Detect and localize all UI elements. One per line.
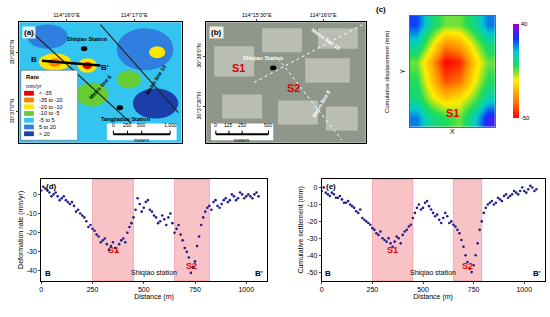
svg-text:500: 500: [264, 122, 273, 128]
svg-text:114°16'0"E: 114°16'0"E: [53, 12, 80, 18]
svg-text:Shiqiao station: Shiqiao station: [410, 269, 456, 277]
svg-text:(b): (b): [211, 28, 222, 37]
svg-text:114°17'0"E: 114°17'0"E: [121, 12, 148, 18]
svg-text:5 to 20: 5 to 20: [39, 124, 56, 130]
svg-text:S1: S1: [108, 245, 119, 255]
svg-text:114°16'0"E: 114°16'0"E: [310, 12, 337, 18]
svg-text:250: 250: [123, 122, 132, 128]
svg-text:S1: S1: [446, 107, 459, 119]
svg-text:-50: -50: [521, 115, 530, 121]
svg-text:(c): (c): [376, 5, 386, 14]
svg-text:> 20: > 20: [39, 131, 50, 137]
svg-text:30°37'0"N: 30°37'0"N: [9, 99, 15, 123]
svg-text:250: 250: [238, 122, 247, 128]
svg-text:< -35: < -35: [39, 90, 52, 96]
svg-text:B': B': [101, 63, 109, 72]
svg-text:1000: 1000: [516, 286, 532, 293]
svg-text:Deformation rate (mm/yr): Deformation rate (mm/yr): [17, 191, 25, 269]
svg-text:-5 to 5: -5 to 5: [39, 117, 55, 123]
svg-text:-50: -50: [307, 269, 317, 276]
svg-text:0: 0: [214, 122, 217, 128]
svg-text:-10: -10: [307, 201, 317, 208]
svg-text:Rate: Rate: [26, 74, 40, 80]
svg-text:Tangjiadun Station: Tangjiadun Station: [101, 116, 151, 122]
svg-text:Metro line 10: Metro line 10: [144, 64, 167, 96]
svg-text:Distance (m): Distance (m): [413, 293, 453, 301]
svg-text:750: 750: [189, 286, 201, 293]
svg-text:-10: -10: [27, 210, 37, 217]
svg-text:-20: -20: [27, 229, 37, 236]
svg-text:B: B: [31, 55, 37, 64]
svg-text:250: 250: [367, 286, 379, 293]
svg-text:Y: Y: [399, 69, 406, 74]
svg-text:B': B': [255, 269, 263, 278]
svg-text:Shiqiao Station: Shiqiao Station: [243, 55, 284, 61]
svg-text:30°37'30"N: 30°37'30"N: [196, 92, 202, 120]
svg-text:0: 0: [313, 184, 317, 191]
svg-text:S1: S1: [232, 62, 245, 74]
svg-text:Distance (m): Distance (m): [134, 293, 174, 301]
svg-text:500: 500: [417, 286, 429, 293]
svg-text:750: 750: [468, 286, 480, 293]
svg-text:1,000: 1,000: [164, 122, 177, 128]
svg-text:-20: -20: [307, 218, 317, 225]
svg-text:Cumulative displacement (mm): Cumulative displacement (mm): [384, 30, 390, 113]
svg-text:0: 0: [39, 286, 43, 293]
svg-text:-40: -40: [307, 252, 317, 259]
svg-text:0: 0: [112, 122, 115, 128]
svg-text:Metro line 10: Metro line 10: [310, 27, 341, 51]
svg-text:114°15'30"E: 114°15'30"E: [242, 12, 272, 18]
svg-text:125: 125: [224, 122, 233, 128]
svg-text:30°38'0"N: 30°38'0"N: [196, 43, 202, 67]
svg-text:1000: 1000: [238, 286, 254, 293]
svg-text:40: 40: [521, 21, 528, 27]
svg-text:mm/yr: mm/yr: [26, 83, 41, 89]
svg-text:X: X: [450, 128, 455, 135]
svg-text:S2: S2: [287, 82, 300, 94]
svg-text:S2: S2: [462, 261, 473, 271]
svg-text:(d): (d): [46, 182, 57, 191]
svg-text:-20 to -10: -20 to -10: [39, 104, 63, 110]
svg-text:(e): (e): [326, 182, 336, 191]
svg-text:Shiqiao station: Shiqiao station: [131, 269, 177, 277]
svg-text:B: B: [45, 269, 51, 278]
svg-text:-40: -40: [27, 267, 37, 274]
svg-text:Metro line 6: Metro line 6: [88, 74, 113, 101]
svg-text:500: 500: [138, 286, 150, 293]
svg-text:500: 500: [137, 122, 146, 128]
svg-text:meters: meters: [134, 137, 150, 143]
svg-text:-30: -30: [27, 248, 37, 255]
svg-text:B: B: [325, 269, 331, 278]
svg-text:B': B': [533, 269, 541, 278]
svg-text:30°38'0"N: 30°38'0"N: [9, 40, 15, 64]
svg-text:S1: S1: [387, 245, 398, 255]
svg-text:meters: meters: [234, 137, 250, 143]
svg-text:S2: S2: [186, 261, 197, 271]
svg-text:Metro line 6: Metro line 6: [311, 89, 331, 118]
svg-text:-10 to -5: -10 to -5: [39, 110, 59, 116]
svg-text:Shiqiao Station: Shiqiao Station: [67, 36, 108, 42]
svg-text:-30: -30: [307, 235, 317, 242]
svg-text:250: 250: [87, 286, 99, 293]
svg-text:0: 0: [33, 191, 37, 198]
svg-text:0: 0: [320, 286, 324, 293]
svg-text:(a): (a): [24, 28, 34, 37]
svg-text:-35 to -20: -35 to -20: [39, 97, 63, 103]
svg-text:Cumulative settlement (mm): Cumulative settlement (mm): [297, 186, 305, 274]
